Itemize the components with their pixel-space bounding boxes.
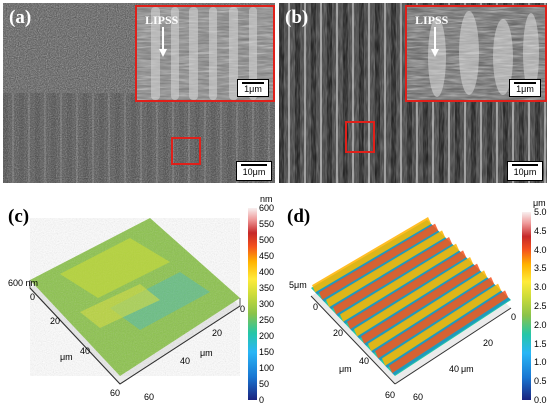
- region-marker-a: [171, 137, 201, 165]
- z-axis-label-c: 600 nm: [8, 278, 39, 288]
- panel-a: (a) LIPSS 1μm 10μm: [3, 3, 275, 183]
- ridge-shadow: [322, 230, 441, 302]
- colorbar-tick: 400: [259, 267, 275, 277]
- ridge-shadow: [364, 270, 483, 346]
- colorbar-tick: 350: [259, 283, 275, 293]
- surface-3d-d: [310, 217, 512, 385]
- y-tick-c-1: 20: [50, 316, 61, 326]
- colorbar-tick: 550: [259, 219, 275, 229]
- lipss-annotation-b: LIPSS: [415, 13, 449, 27]
- inset-a: LIPSS 1μm: [135, 5, 275, 102]
- z-axis-label-d: 5μm: [289, 280, 307, 290]
- ridge: [333, 237, 453, 315]
- x-tick-c-1: 20: [212, 328, 223, 338]
- colorbar-c: [248, 208, 257, 400]
- ridge: [326, 230, 446, 308]
- ridge-shadow: [378, 284, 497, 361]
- panel-label-b: (b): [285, 7, 309, 28]
- ridge: [319, 223, 439, 300]
- colorbar-tick: 2.5: [534, 301, 547, 311]
- colorbar-d: [522, 212, 531, 400]
- colorbar-tick: 4.0: [534, 244, 547, 255]
- lipss-annotation-a: LIPSS: [145, 13, 179, 27]
- x-unit-c: μm: [200, 348, 213, 358]
- surface-3d-c: [29, 218, 241, 385]
- x-tick-c-3: 60: [144, 392, 155, 402]
- inset-scale-a: 1μm: [237, 79, 269, 97]
- arrow-down-icon: [431, 27, 439, 57]
- x-tick-d-3: 60: [413, 392, 424, 402]
- panel-b: (b) LIPSS 1μm 10μm: [279, 3, 547, 183]
- y-tick-c-0: 0: [30, 292, 36, 302]
- x-unit-d: μm: [461, 364, 474, 374]
- ridge: [354, 257, 474, 337]
- panel-d: (d) 5μm 0 20 40 60 μm 0 20 40 60 μm μm 5…: [277, 188, 550, 412]
- region-marker-b: [345, 121, 375, 153]
- ridge: [340, 243, 460, 322]
- ridge-shadow: [350, 257, 469, 332]
- ridge: [389, 290, 509, 374]
- panel-label-d: (d): [287, 206, 311, 227]
- ridge-shadow: [371, 277, 490, 354]
- x-tick-d-0: 0: [511, 312, 517, 322]
- inset-b: LIPSS 1μm: [405, 5, 547, 102]
- scale-bar-a: 10μm: [236, 161, 272, 181]
- colorbar-unit-c: nm: [260, 194, 273, 204]
- panel-label-c: (c): [8, 206, 30, 227]
- ridge-shadow: [343, 250, 462, 324]
- colorbar-tick: 2.0: [534, 319, 547, 330]
- colorbar-tick: 3.0: [534, 282, 547, 293]
- ridges-d: [312, 217, 511, 376]
- x-tick-d-1: 20: [483, 338, 494, 348]
- ridge-shadow: [385, 290, 504, 368]
- colorbar-unit-d: μm: [533, 198, 546, 208]
- ridge: [312, 217, 432, 293]
- y-unit-c: μm: [60, 352, 73, 362]
- ridge: [347, 250, 467, 330]
- colorbar-tick: 600: [259, 203, 275, 213]
- colorbar-tick: 1.5: [534, 338, 547, 349]
- ridge-shadow: [329, 237, 448, 310]
- ridge: [361, 263, 481, 344]
- y-tick-d-0: 0: [313, 302, 319, 312]
- colorbar-tick: 0.5: [534, 376, 547, 387]
- ridge: [375, 277, 495, 359]
- colorbar-tick: 500: [259, 235, 275, 245]
- y-tick-c-3: 60: [110, 388, 121, 398]
- colorbar-tick: 0.0: [534, 395, 547, 405]
- ridge-shadow: [336, 244, 455, 317]
- colorbar-tick: 200: [259, 331, 275, 341]
- x-tick-c-0: 0: [240, 304, 246, 314]
- colorbar-tick: 5.0: [534, 207, 547, 217]
- x-tick-d-2: 40: [449, 364, 460, 374]
- ridge-shadow: [357, 264, 476, 339]
- colorbar-tick: 300: [259, 299, 275, 309]
- colorbar-tick: 150: [259, 347, 275, 357]
- ridge-shadow: [315, 224, 434, 295]
- colorbar-tick: 100: [259, 363, 275, 373]
- y-unit-d: μm: [339, 364, 352, 374]
- y-tick-c-2: 40: [80, 346, 91, 356]
- y-tick-d-2: 40: [359, 356, 370, 366]
- x-tick-c-2: 40: [180, 356, 191, 366]
- colorbar-tick: 4.5: [534, 225, 547, 236]
- y-tick-d-3: 60: [385, 390, 396, 400]
- colorbar-tick: 0: [259, 395, 265, 405]
- colorbar-tick: 50: [259, 379, 270, 389]
- y-tick-d-1: 20: [333, 328, 344, 338]
- colorbar-tick: 250: [259, 315, 275, 325]
- arrow-down-icon: [159, 27, 167, 57]
- panel-c: (c) 600 nm 0 20 40 60 μm 0 20 40 60 μm n…: [0, 188, 275, 412]
- colorbar-tick: 450: [259, 251, 275, 261]
- colorbar-tick: 1.0: [534, 357, 547, 368]
- inset-scale-b: 1μm: [509, 79, 541, 97]
- panel-label-a: (a): [9, 7, 32, 28]
- scale-bar-b: 10μm: [507, 161, 543, 181]
- colorbar-tick: 3.5: [534, 263, 547, 274]
- ridge-shadow: [392, 297, 511, 376]
- ridge: [382, 283, 502, 366]
- ridge: [368, 270, 488, 352]
